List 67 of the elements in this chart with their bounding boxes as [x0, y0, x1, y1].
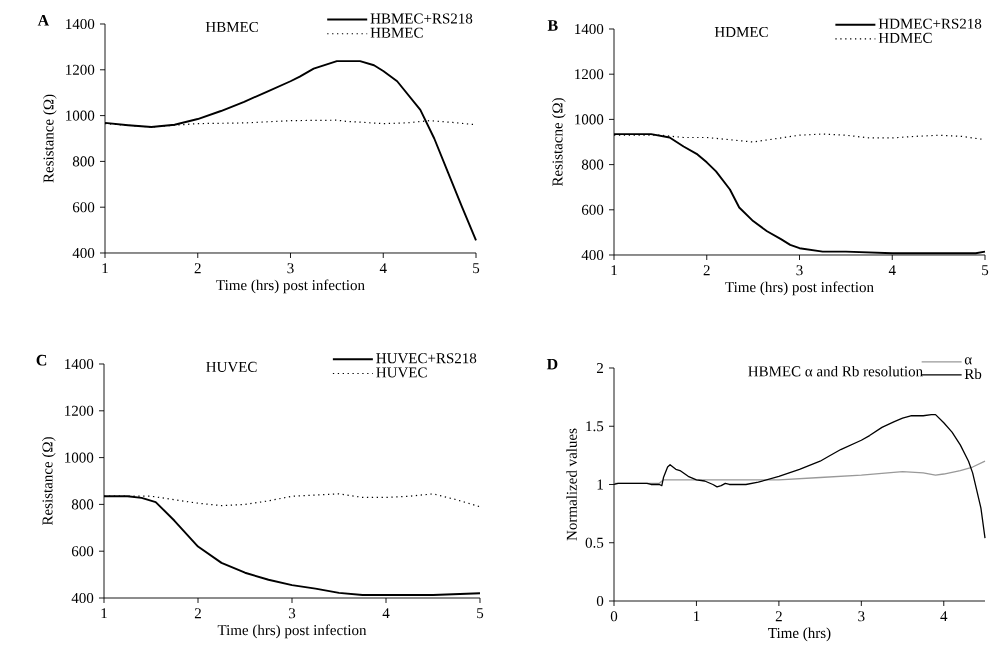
x-tick-label: 1 — [611, 265, 617, 276]
x-tick-label: 1 — [102, 263, 108, 274]
x-tick-label: 0 — [610, 611, 618, 622]
text: C — [36, 354, 47, 366]
x-axis-title: Time (hrs) post infection — [216, 279, 365, 294]
y-tick-label: 1200 — [575, 69, 604, 80]
y-tick-label: 600 — [72, 202, 95, 213]
y-tick-label: 600 — [71, 546, 94, 557]
y-tick-label: 1200 — [65, 405, 94, 416]
y-tick-label: 400 — [581, 249, 604, 261]
y-tick-label: 1400 — [575, 23, 604, 35]
x-tick-label: 3 — [288, 608, 296, 619]
y-tick-label: 2 — [596, 363, 603, 373]
x-axis-title: Time (hrs) post infection — [725, 281, 874, 296]
y-axis-title: Resistacne (Ω) — [552, 98, 566, 187]
y-tick-label: 1 — [597, 479, 603, 490]
x-tick-label: 1 — [101, 608, 107, 619]
legend-label: HDMEC — [878, 32, 932, 43]
y-tick-label: 1400 — [65, 358, 94, 370]
x-tick-label: 3 — [287, 263, 294, 274]
legend-label: α — [964, 357, 972, 365]
x-tick-label: 4 — [940, 611, 948, 622]
legend-label: HUVEC — [376, 367, 427, 378]
legend-label: HUVEC+RS218 — [376, 353, 477, 364]
y-tick-label: 600 — [581, 204, 604, 215]
x-tick-label: 5 — [982, 265, 989, 276]
y-tick-label: 1000 — [575, 114, 604, 125]
x-axis-title: Time (hrs) post infection — [217, 624, 367, 639]
x-axis-title: Time (hrs) — [768, 627, 831, 642]
x-tick-label: 2 — [775, 611, 782, 622]
chart-title: HBMEC — [205, 21, 258, 32]
y-tick-label: 1000 — [65, 452, 94, 463]
legend-label: Rb — [964, 368, 982, 380]
y-tick-label: 1400 — [66, 18, 95, 30]
y-tick-label: 800 — [72, 156, 95, 167]
y-axis-title: Normalized values — [566, 428, 577, 541]
y-axis-title: Resistance (Ω) — [43, 94, 57, 183]
x-tick-label: 5 — [473, 263, 480, 274]
legend-label: HBMEC — [370, 27, 423, 38]
chart-title: HBMEC α and Rb resolution — [748, 365, 923, 377]
x-tick-label: 4 — [382, 608, 390, 619]
x-tick-label: 2 — [703, 265, 710, 276]
y-tick-label: 0 — [596, 595, 604, 607]
x-tick-label: 5 — [477, 608, 484, 619]
x-tick-label: 3 — [858, 611, 865, 622]
y-axis-title: Resistance (Ω) — [42, 437, 56, 526]
y-tick-label: 400 — [72, 247, 95, 259]
y-tick-label: 1.5 — [586, 421, 604, 432]
x-tick-label: 2 — [194, 608, 201, 619]
x-tick-label: 2 — [194, 263, 201, 274]
y-tick-label: 800 — [581, 159, 604, 170]
y-tick-label: 1000 — [66, 110, 95, 121]
legend-label: HBMEC+RS218 — [370, 13, 473, 24]
x-tick-label: 3 — [796, 265, 803, 276]
text: B — [547, 20, 558, 31]
y-tick-label: 1200 — [66, 64, 95, 75]
y-tick-label: 0.5 — [585, 537, 604, 548]
y-tick-label: 800 — [71, 499, 94, 510]
x-tick-label: 4 — [888, 265, 896, 276]
legend-label: HDMEC+RS218 — [878, 18, 982, 29]
chart-title: HDMEC — [714, 26, 768, 38]
x-tick-label: 4 — [379, 263, 387, 274]
text: A — [37, 15, 50, 26]
y-tick-label: 400 — [71, 592, 94, 604]
chart-title: HUVEC — [206, 361, 257, 373]
x-tick-label: 1 — [694, 611, 700, 622]
text: D — [546, 358, 558, 370]
